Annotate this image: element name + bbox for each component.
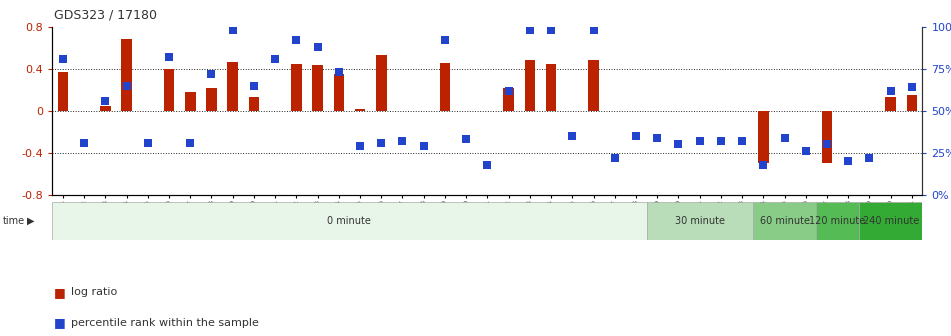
Point <box>437 38 453 43</box>
Bar <box>291 64 301 111</box>
Bar <box>376 55 386 111</box>
Point <box>310 44 325 50</box>
Bar <box>206 88 217 111</box>
Bar <box>752 202 816 240</box>
Bar <box>184 92 196 111</box>
Point <box>629 133 644 139</box>
Point <box>820 142 835 147</box>
Point <box>650 135 665 140</box>
Bar <box>52 202 647 240</box>
Text: ■: ■ <box>54 316 66 329</box>
Bar <box>503 88 514 111</box>
Point <box>586 28 601 33</box>
Bar <box>647 202 752 240</box>
Point <box>76 140 91 145</box>
Point <box>692 138 708 144</box>
Point <box>395 138 410 144</box>
Bar <box>885 97 896 111</box>
Bar <box>355 109 365 111</box>
Point <box>55 56 70 61</box>
Bar <box>122 40 132 111</box>
Point <box>713 138 728 144</box>
Text: ▶: ▶ <box>27 216 34 226</box>
Point <box>480 162 495 167</box>
Text: 240 minute: 240 minute <box>863 216 919 226</box>
Point <box>522 28 537 33</box>
Text: 60 minute: 60 minute <box>760 216 809 226</box>
Text: ■: ■ <box>54 286 66 299</box>
Bar <box>525 60 535 111</box>
Bar <box>816 202 859 240</box>
Text: percentile rank within the sample: percentile rank within the sample <box>71 318 260 328</box>
Text: 30 minute: 30 minute <box>674 216 725 226</box>
Point <box>353 143 368 149</box>
Point <box>98 98 113 103</box>
Point <box>756 162 771 167</box>
Point <box>140 140 155 145</box>
Bar <box>248 97 260 111</box>
Point <box>841 159 856 164</box>
Point <box>543 28 558 33</box>
Bar <box>227 61 238 111</box>
Point <box>883 88 899 93</box>
Bar <box>906 95 917 111</box>
Bar <box>58 72 68 111</box>
Bar <box>164 69 174 111</box>
Text: 0 minute: 0 minute <box>327 216 372 226</box>
Bar <box>589 60 599 111</box>
Point <box>798 149 813 154</box>
Point <box>331 70 346 75</box>
Point <box>565 133 580 139</box>
Bar <box>100 106 110 111</box>
Bar <box>822 111 832 163</box>
Point <box>458 137 474 142</box>
Point <box>267 56 282 61</box>
Point <box>204 71 219 77</box>
Point <box>904 85 920 90</box>
Bar <box>758 111 768 163</box>
Point <box>162 54 177 60</box>
Point <box>225 28 241 33</box>
Bar <box>546 64 556 111</box>
Point <box>374 140 389 145</box>
Text: 120 minute: 120 minute <box>809 216 865 226</box>
Text: log ratio: log ratio <box>71 287 118 297</box>
Bar <box>439 62 450 111</box>
Point <box>777 135 792 140</box>
Point <box>734 138 749 144</box>
Bar <box>312 65 323 111</box>
Point <box>862 155 877 161</box>
Point <box>289 38 304 43</box>
Point <box>607 155 622 161</box>
Point <box>417 143 432 149</box>
Bar <box>334 74 344 111</box>
Bar <box>859 202 922 240</box>
Point <box>501 88 516 93</box>
Point <box>183 140 198 145</box>
Text: time: time <box>3 216 25 226</box>
Point <box>670 142 686 147</box>
Point <box>119 83 134 88</box>
Point <box>246 83 262 88</box>
Text: GDS323 / 17180: GDS323 / 17180 <box>54 8 157 22</box>
